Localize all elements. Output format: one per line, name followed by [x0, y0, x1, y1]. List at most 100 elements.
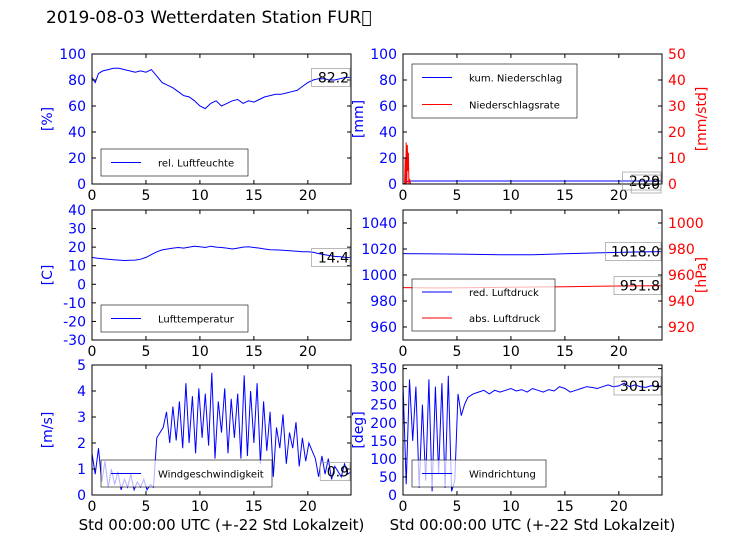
y2-tick-label: 30 — [668, 99, 686, 115]
y-tick-label: 3 — [77, 410, 86, 426]
y-axis-label: [deg] — [351, 411, 367, 448]
y-tick-label: 350 — [370, 362, 397, 378]
value-annotation-box — [613, 376, 662, 396]
y2-tick-label: 10 — [668, 151, 686, 167]
x-tick-label: 0 — [399, 499, 408, 515]
y-tick-label: 30 — [68, 222, 86, 238]
x-tick-label: 5 — [452, 344, 461, 360]
legend-label: red. Luftdruck — [469, 288, 539, 299]
y2-axis-label: [mm/std] — [694, 87, 710, 152]
x-tick-label: 20 — [610, 499, 628, 515]
y-tick-label: 40 — [68, 203, 86, 219]
y-tick-label: 2 — [77, 436, 86, 452]
legend: Lufttemperatur — [100, 304, 249, 333]
y2-tick-label: 0 — [668, 177, 677, 193]
y-tick-label: 4 — [77, 384, 86, 400]
y-tick-label: 20 — [68, 240, 86, 256]
y-tick-label: 40 — [379, 125, 397, 141]
x-tick-label: 5 — [141, 188, 150, 204]
y-tick-label: 60 — [379, 99, 397, 115]
plot-frame — [91, 209, 352, 341]
y-tick-label: -10 — [63, 296, 86, 312]
value-annotation-box — [311, 248, 351, 267]
y2-axis-label: [hPa] — [694, 257, 710, 293]
x-tick-label: 15 — [245, 188, 263, 204]
plot-frame — [402, 364, 663, 496]
x-tick-label: 0 — [399, 188, 408, 204]
y-axis-label: [mm] — [351, 100, 367, 138]
x-tick-label: 15 — [556, 188, 574, 204]
y-axis-label: [C] — [40, 265, 56, 286]
x-tick-label: 15 — [556, 499, 574, 515]
series-line-winddirection-0 — [403, 375, 662, 492]
y-tick-label: 80 — [379, 73, 397, 89]
y-axis-label: [m/s] — [40, 412, 56, 449]
y-axis-label: [%] — [40, 107, 56, 131]
x-axis-label: Std 00:00:00 UTC (+-22 Std Lokalzeit) — [390, 516, 676, 534]
y-tick-label: 200 — [370, 416, 397, 432]
y-tick-label: 0 — [77, 277, 86, 293]
x-tick-label: 15 — [556, 344, 574, 360]
y-tick-label: 150 — [370, 434, 397, 450]
y-tick-label: -30 — [63, 333, 86, 349]
value-annotation-2-box — [613, 276, 662, 296]
value-annotation-box — [605, 242, 662, 261]
y-tick-label: 250 — [370, 398, 397, 414]
y-tick-label: 5 — [77, 358, 86, 374]
y-tick-label: 1040 — [361, 216, 397, 232]
x-tick-label: 5 — [141, 344, 150, 360]
value-annotation: 14.4 — [318, 251, 349, 267]
series-line-temperature-0 — [92, 245, 351, 262]
y2-tick-label: 980 — [668, 242, 695, 258]
x-tick-label: 10 — [502, 344, 520, 360]
y-tick-label: 1 — [77, 462, 86, 478]
x-axis-label: Std 00:00:00 UTC (+-22 Std Lokalzeit) — [79, 516, 365, 534]
x-tick-label: 0 — [88, 188, 97, 204]
y-tick-label: 100 — [59, 47, 86, 63]
y2-tick-label: 1000 — [668, 216, 704, 232]
legend: red. Luftdruck abs. Luftdruck — [411, 278, 556, 332]
y-tick-label: 0 — [388, 488, 397, 504]
y-tick-label: 1000 — [361, 268, 397, 284]
legend-label: kum. Niederschlag — [469, 74, 562, 85]
legend-label: Niederschlagsrate — [469, 101, 560, 112]
x-tick-label: 0 — [88, 499, 97, 515]
y-tick-label: 60 — [68, 99, 86, 115]
x-tick-label: 0 — [88, 344, 97, 360]
panel-humidity: 0 5 10 15 20 0 20 40 60 80 100 [%] 82.2 rel. Luftfeuc… — [40, 47, 352, 204]
y2-tick-label: 40 — [668, 73, 686, 89]
x-tick-label: 10 — [191, 499, 209, 515]
plot-frame — [91, 53, 352, 185]
value-annotation-box — [311, 68, 351, 87]
legend-box — [411, 63, 578, 119]
plot-frame — [402, 53, 663, 185]
value-annotation-2: 0.0 — [638, 177, 660, 193]
legend: Windrichtung — [411, 459, 547, 488]
x-tick-label: 5 — [452, 188, 461, 204]
figure-title: 2019-08-03 Wetterdaten Station FUR  — [46, 8, 372, 28]
y-tick-label: 20 — [379, 151, 397, 167]
y-tick-label: 300 — [370, 380, 397, 396]
x-tick-label: 10 — [191, 344, 209, 360]
x-tick-label: 10 — [191, 188, 209, 204]
x-tick-label: 20 — [610, 344, 628, 360]
legend-label: Windrichtung — [469, 470, 536, 481]
value-annotation: 301.9 — [620, 379, 660, 395]
x-tick-label: 10 — [502, 188, 520, 204]
legend-label: Lufttemperatur — [158, 315, 235, 326]
legend-label: abs. Luftdruck — [469, 314, 540, 325]
x-tick-label: 20 — [299, 188, 317, 204]
series-line-pressure-0 — [403, 251, 662, 256]
value-annotation: 1018.0 — [611, 245, 660, 261]
legend-box — [411, 278, 556, 332]
y-tick-label: 1020 — [361, 242, 397, 258]
y-tick-label: 0 — [77, 177, 86, 193]
plot-frame — [91, 364, 352, 496]
x-tick-label: 20 — [610, 188, 628, 204]
legend-label: Windgeschwindigkeit — [158, 470, 264, 481]
panel-windspeed: 0 5 10 15 20 0 1 2 3 4 5 [m/s] Std 00:00:00 UTC (+-2… — [40, 358, 364, 534]
y-tick-label: 960 — [370, 320, 397, 336]
x-tick-label: 5 — [141, 499, 150, 515]
